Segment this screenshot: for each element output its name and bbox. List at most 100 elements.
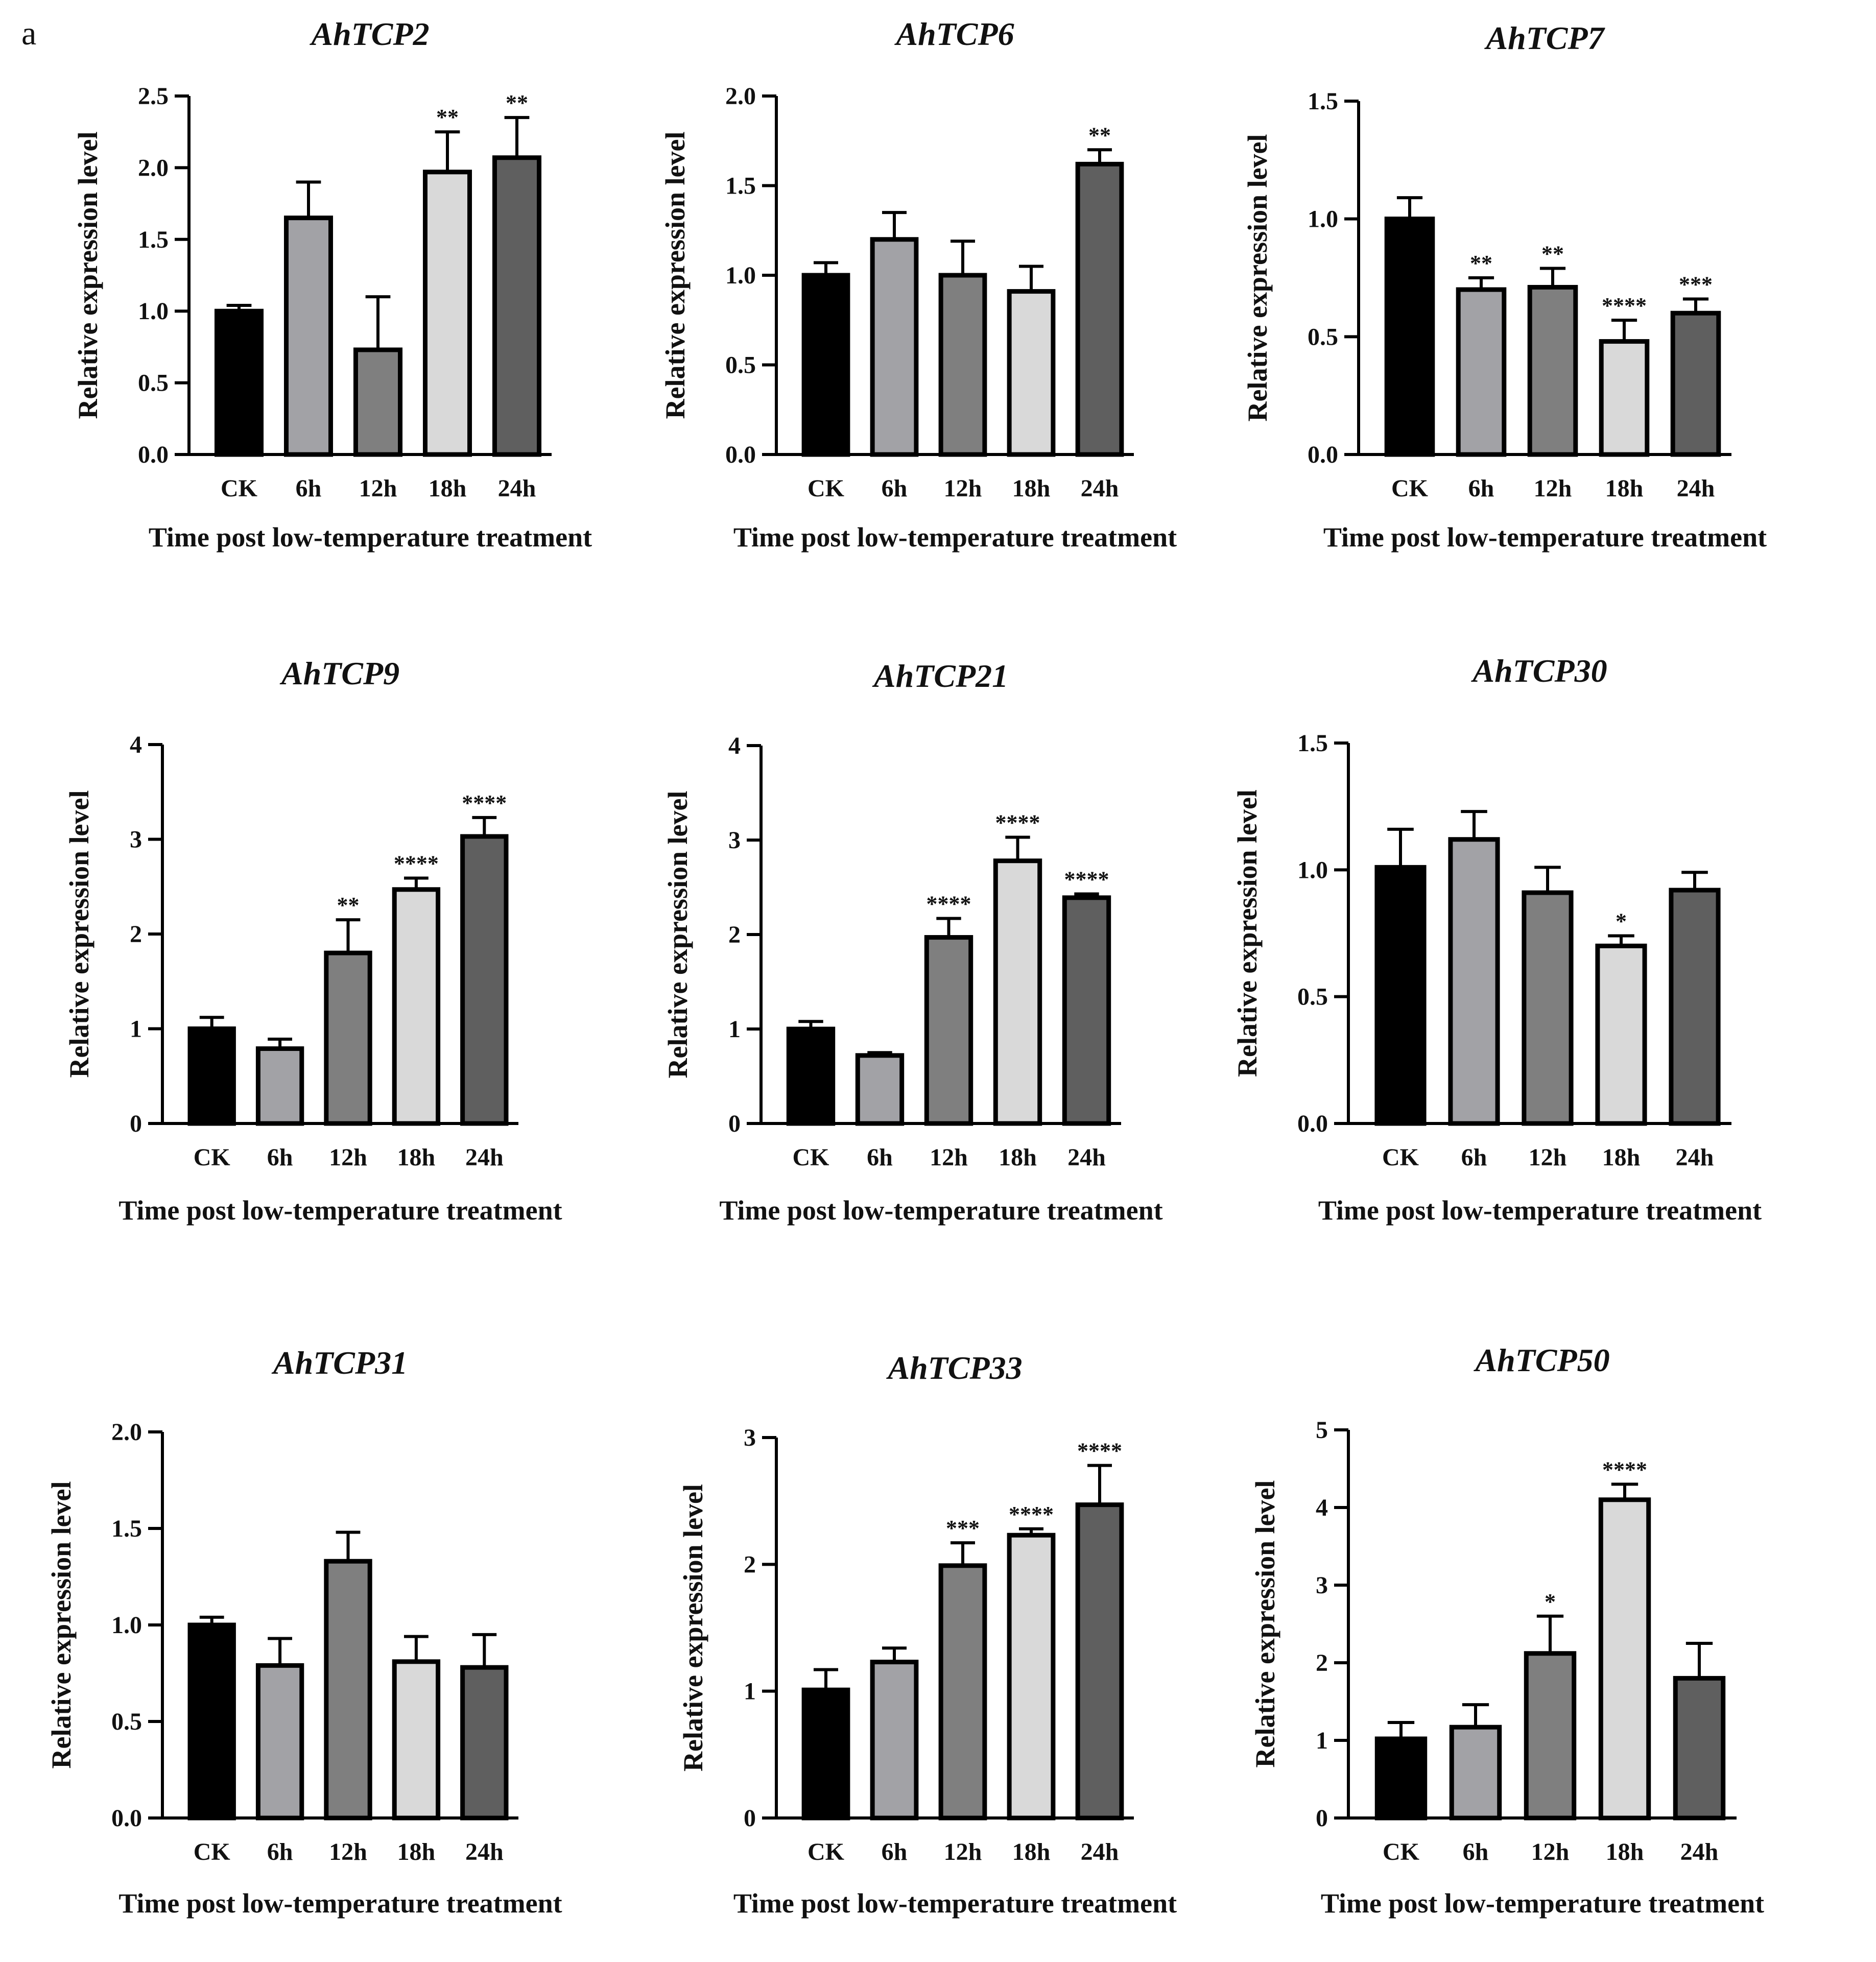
chart-title: AhTCP30 [1470, 653, 1607, 689]
y-tick-label: 0.5 [1308, 323, 1338, 350]
panel-label: a [21, 15, 37, 52]
significance-label: ** [506, 90, 528, 115]
y-axis-label: Relative expression level [1242, 134, 1273, 422]
y-tick-label: 0 [728, 1110, 741, 1137]
y-tick-label: 1 [130, 1016, 142, 1043]
y-tick-label: 0.5 [138, 370, 169, 397]
y-tick-label: 4 [1316, 1494, 1328, 1521]
y-tick-label: 2 [728, 921, 741, 948]
x-axis-label: Time post low-temperature treatment [118, 1888, 562, 1919]
x-tick-label: 6h [867, 1144, 893, 1171]
y-axis-label: Relative expression level [678, 1484, 708, 1772]
x-tick-label: 18h [1012, 1838, 1051, 1865]
bar-CK [1384, 217, 1435, 457]
y-tick-label: 1.0 [1308, 206, 1338, 233]
x-tick-label: CK [808, 475, 844, 502]
x-tick-label: 6h [1461, 1144, 1487, 1171]
x-tick-label: 24h [1676, 1144, 1714, 1171]
significance-label: **** [1077, 1439, 1122, 1464]
significance-label: ** [1541, 242, 1564, 267]
bar-24h [1075, 1502, 1124, 1821]
y-tick-label: 1.0 [725, 262, 756, 289]
y-tick-label: 1 [744, 1678, 756, 1705]
bar-18h [993, 858, 1042, 1126]
y-axis-label: Relative expression level [660, 132, 691, 419]
y-tick-label: 0 [744, 1805, 756, 1832]
y-axis-label: Relative expression level [662, 791, 693, 1079]
x-tick-label: 18h [999, 1144, 1037, 1171]
y-tick-label: 1.5 [138, 226, 169, 253]
bar-6h [1456, 287, 1507, 457]
x-tick-label: 12h [1531, 1838, 1570, 1865]
x-tick-label: CK [1383, 1838, 1419, 1865]
bar-18h [1595, 943, 1647, 1126]
x-tick-label: 18h [397, 1144, 436, 1171]
significance-label: ** [1470, 251, 1492, 276]
bar-CK [187, 1026, 236, 1126]
bar-24h [1673, 1676, 1726, 1821]
chart-title: AhTCP50 [1473, 1342, 1609, 1378]
y-tick-label: 1 [1316, 1727, 1328, 1754]
y-tick-label: 5 [1316, 1417, 1328, 1444]
y-tick-label: 1.5 [725, 173, 756, 200]
chart-panel-7: AhTCP31 0.0 0.5 1.0 1.5 2.0 Relative expressio… [46, 1345, 562, 1919]
x-tick-label: 18h [397, 1838, 436, 1865]
y-tick-label: 2 [1316, 1649, 1328, 1677]
significance-label: *** [946, 1516, 980, 1541]
x-tick-label: 24h [465, 1838, 504, 1865]
significance-label: *** [1679, 272, 1713, 297]
y-axis-label: Relative expression level [46, 1481, 77, 1769]
bar-24h [1075, 161, 1124, 457]
y-tick-label: 0.5 [111, 1708, 142, 1735]
bar-CK [1374, 1736, 1428, 1821]
bar-18h [1007, 289, 1056, 457]
x-tick-label: CK [1382, 1144, 1419, 1171]
y-tick-label: 4 [130, 731, 142, 758]
x-tick-label: CK [194, 1838, 230, 1865]
bar-CK [187, 1622, 236, 1821]
bar-12h [353, 347, 403, 457]
x-axis-label: Time post low-temperature treatment [1321, 1888, 1764, 1919]
bar-12h [1524, 1651, 1577, 1821]
y-tick-label: 2 [130, 921, 142, 948]
x-tick-label: 12h [944, 475, 982, 502]
significance-label: **** [1602, 293, 1647, 318]
chart-title: AhTCP33 [886, 1350, 1022, 1386]
y-tick-label: 1.0 [138, 298, 169, 325]
bar-18h [1007, 1533, 1056, 1821]
y-axis-label: Relative expression level [1232, 789, 1263, 1077]
x-tick-label: 12h [930, 1144, 968, 1171]
significance-label: **** [1064, 867, 1109, 892]
chart-title: AhTCP31 [271, 1345, 408, 1381]
x-tick-label: 24h [1081, 475, 1119, 502]
y-tick-label: 1.0 [1297, 856, 1328, 883]
x-tick-label: 6h [1468, 475, 1494, 502]
bar-18h [422, 170, 472, 457]
x-tick-label: 18h [429, 475, 467, 502]
bar-24h [492, 155, 542, 457]
y-tick-label: 0.0 [1297, 1110, 1328, 1137]
x-axis-label: Time post low-temperature treatment [118, 1195, 562, 1226]
y-axis-label: Relative expression level [1250, 1480, 1280, 1768]
x-axis-label: Time post low-temperature treatment [149, 522, 592, 553]
bar-12h [324, 1559, 372, 1821]
bar-12h [938, 273, 987, 457]
x-tick-label: CK [194, 1144, 230, 1171]
x-tick-label: 6h [1463, 1838, 1489, 1865]
bar-18h [392, 1659, 441, 1821]
chart-panel-2: AhTCP6 0.0 0.5 1.0 1.5 2.0 Relative expression… [660, 16, 1177, 553]
chart-title: AhTCP9 [279, 655, 399, 691]
y-tick-label: 1.5 [111, 1515, 142, 1542]
y-axis-label: Relative expression level [64, 791, 94, 1078]
bar-6h [1449, 1725, 1502, 1821]
x-tick-label: 12h [329, 1838, 367, 1865]
x-tick-label: 6h [267, 1144, 293, 1171]
significance-label: **** [1009, 1502, 1054, 1527]
bar-6h [870, 1660, 919, 1821]
y-tick-label: 1.5 [1297, 730, 1328, 757]
significance-label: **** [394, 851, 439, 876]
y-tick-label: 3 [1316, 1572, 1328, 1599]
y-tick-label: 0.0 [111, 1805, 142, 1832]
